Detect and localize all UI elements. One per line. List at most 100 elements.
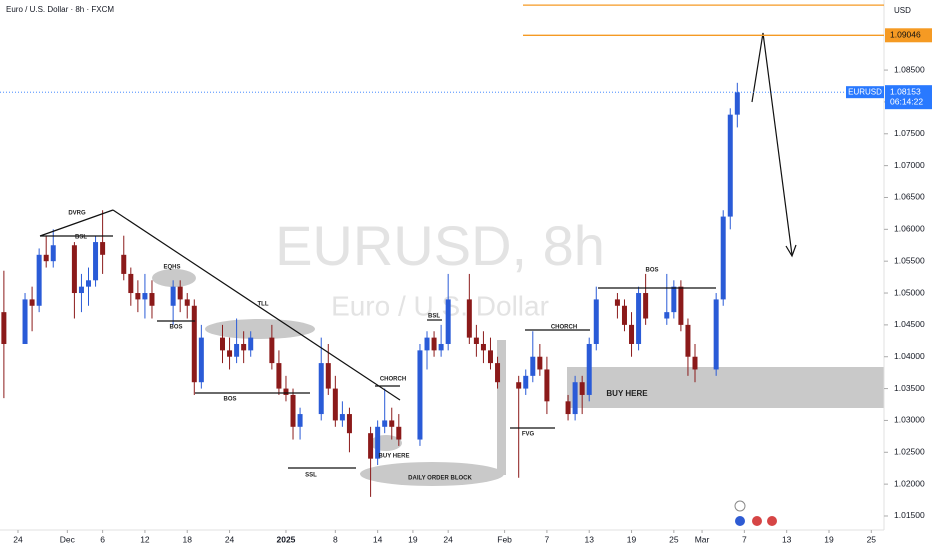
y-tick-label: 1.02500 [894, 447, 925, 457]
watermark: EURUSD, 8h [275, 214, 605, 277]
candle-body [318, 363, 324, 415]
candles [1, 82, 740, 497]
buy-zone [567, 367, 884, 408]
candle-body [128, 273, 134, 294]
zone [205, 319, 315, 339]
y-tick-label: 1.07500 [894, 128, 925, 138]
price-tag [885, 85, 932, 110]
annotation: EQHS [163, 265, 180, 271]
candle-body [382, 420, 388, 427]
price-label: 1.08153 [890, 86, 921, 96]
candle-body [36, 254, 42, 306]
x-tick-label: 6 [100, 534, 105, 544]
candle-body [121, 254, 127, 274]
candle-body [219, 337, 225, 351]
candle-body [727, 114, 733, 217]
zone [360, 462, 504, 486]
x-tick-label: 13 [782, 534, 792, 544]
candle-body [283, 388, 289, 395]
candle-body [678, 286, 684, 325]
candle-body [586, 343, 592, 395]
symbol-tag [846, 86, 884, 99]
candle-body [692, 356, 698, 370]
candle-body [149, 293, 155, 306]
annotation: BSL [428, 314, 440, 320]
annotation: BUY HERE [379, 454, 410, 460]
icon[interactable] [767, 516, 777, 526]
x-tick-label: 25 [867, 534, 877, 544]
annotation: DVRG [68, 211, 86, 217]
x-tick-label: 24 [225, 534, 235, 544]
y-tick-label: 1.03500 [894, 383, 925, 393]
y-tick-label: 1.05000 [894, 287, 925, 297]
price-level-label: 1.09046 [890, 30, 921, 40]
zone [497, 340, 506, 475]
x-tick-label: 18 [183, 534, 193, 544]
y-tick-label: 1.07000 [894, 160, 925, 170]
candle-body [593, 299, 599, 344]
candle-body [191, 305, 197, 383]
candle-body [269, 337, 275, 364]
x-tick-label: 2025 [277, 534, 296, 544]
candle-body [297, 414, 303, 427]
candle-body [290, 394, 296, 427]
drawings [152, 269, 884, 486]
y-tick-label: 1.04000 [894, 351, 925, 361]
trendline [39, 209, 114, 237]
candle-body [671, 286, 677, 313]
candle-body [142, 293, 148, 300]
projection [751, 32, 793, 256]
candle-body [135, 293, 141, 300]
currency: USD [894, 6, 911, 15]
candle-body [621, 305, 627, 325]
annotation: DAILY ORDER BLOCK [408, 476, 472, 482]
candle-body [43, 254, 49, 262]
icon[interactable] [735, 516, 745, 526]
x-tick-label: 25 [669, 534, 679, 544]
candle-body [227, 350, 233, 357]
candle-body [629, 324, 635, 344]
x-tick-label: Mar [695, 534, 710, 544]
candle-body [241, 343, 247, 351]
icon [734, 500, 746, 512]
x-tick-label: Feb [497, 534, 512, 544]
candle-body [375, 426, 381, 459]
candle-body [685, 324, 691, 357]
arrow-head [785, 244, 797, 258]
candle-body [445, 299, 451, 344]
candle-body [713, 299, 719, 370]
zone [152, 269, 196, 287]
candle-body [480, 343, 486, 351]
y-tick-label: 1.08500 [894, 64, 925, 74]
candle-body [368, 433, 374, 459]
chart-title: Euro / U.S. Dollar · 8h · FXCM [6, 5, 114, 14]
candle-body [1, 312, 7, 344]
candle-body [170, 286, 176, 306]
watermark-subtitle: Euro / U.S. Dollar [331, 290, 549, 321]
x-tick-label: 13 [584, 534, 594, 544]
y-tick-label: 1.06000 [894, 224, 925, 234]
candle-body [537, 356, 543, 370]
candle-body [276, 363, 282, 389]
y-tick-label: 1.06500 [894, 192, 925, 202]
candle-body [339, 414, 345, 421]
annotation: BOS [645, 268, 658, 274]
candle-body [530, 356, 536, 376]
x-tick-label: 19 [627, 534, 637, 544]
candle-body [78, 286, 84, 294]
candle-body [198, 337, 204, 383]
candle-body [523, 375, 529, 389]
x-tick-label: 7 [545, 534, 550, 544]
y-tick-label: 1.01500 [894, 510, 925, 520]
symbol-label: EURUSD [848, 87, 882, 96]
x-tick-label: 8 [333, 534, 338, 544]
candle-body [643, 293, 649, 319]
annotation: BOS [169, 325, 182, 331]
icon[interactable] [752, 516, 762, 526]
candle-body [424, 337, 430, 351]
x-tick-label: 12 [140, 534, 150, 544]
y-tick-label: 1.05500 [894, 255, 925, 265]
x-tick-label: 19 [408, 534, 418, 544]
candle-body [516, 382, 522, 389]
